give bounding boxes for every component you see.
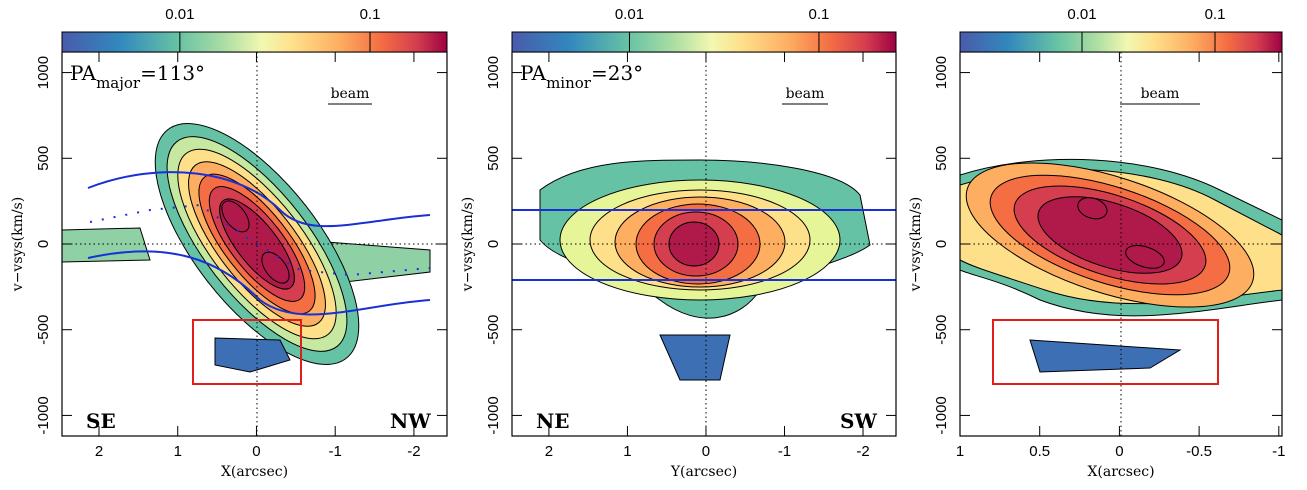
y-tick-label: 500 (35, 146, 52, 171)
x-tick-label: -2 (407, 443, 420, 460)
x-tick-label: 2 (545, 443, 553, 460)
y-axis-label: v−vsys(km/s) (460, 197, 476, 292)
colorbar-tick-label: 0.01 (165, 6, 194, 23)
beam-label: beam (331, 86, 370, 102)
y-tick-label: 0 (35, 240, 52, 248)
x-tick-label: -0.5 (1186, 443, 1212, 460)
y-tick-label: 500 (485, 146, 502, 171)
x-tick-label: 1 (623, 443, 631, 460)
pa-value: =113° (140, 61, 205, 85)
x-tick-label: 2 (95, 443, 103, 460)
colorbar-tick-label: 0.1 (809, 6, 830, 23)
pa-label: PAminor=23° (520, 61, 643, 92)
beam-label: beam (786, 86, 825, 102)
y-tick-label: 1000 (485, 56, 502, 89)
x-tick-label: -1 (329, 443, 342, 460)
y-tick-label: -500 (485, 315, 502, 345)
y-tick-label: 500 (933, 146, 950, 171)
colorbar-tick-label: 0.01 (615, 6, 644, 23)
y-tick-label: 1000 (933, 56, 950, 89)
pv-image (62, 52, 447, 436)
x-tick-label: 0 (252, 443, 260, 460)
x-tick-label: 0 (702, 443, 710, 460)
y-tick-label: -1000 (35, 396, 52, 434)
corner-label: SE (86, 409, 116, 433)
y-tick-label: 1000 (35, 56, 52, 89)
pa-label: PAmajor=113° (70, 61, 205, 92)
pa-sub: major (96, 74, 141, 92)
pv-image (512, 52, 896, 436)
y-axis-label: v−vsys(km/s) (10, 197, 26, 292)
x-tick-label: 0.5 (1029, 443, 1050, 460)
colorbar-tick-label: 0.01 (1067, 6, 1096, 23)
x-tick-label: -1 (1272, 443, 1285, 460)
beam-label: beam (1141, 86, 1180, 102)
y-tick-label: -1000 (485, 396, 502, 434)
x-tick-label: 1 (956, 443, 964, 460)
x-tick-label: 0 (1115, 443, 1123, 460)
x-tick-label: -1 (778, 443, 791, 460)
colorbar (511, 31, 897, 53)
y-tick-label: -500 (35, 315, 52, 345)
colorbar (959, 31, 1283, 53)
pa-value: =23° (591, 61, 643, 85)
x-axis-label: X(arcsec) (221, 464, 288, 480)
y-axis-label: v−vsys(km/s) (908, 197, 924, 292)
pa-sub: minor (546, 74, 592, 92)
x-axis-label: X(arcsec) (1087, 464, 1154, 480)
y-tick-label: 0 (485, 240, 502, 248)
corner-label: SW (840, 409, 877, 433)
y-tick-label: -500 (933, 315, 950, 345)
pa: PA (520, 61, 547, 85)
colorbar (61, 31, 448, 53)
pv-image (960, 52, 1282, 436)
x-tick-label: 1 (174, 443, 182, 460)
x-axis-label: Y(arcsec) (670, 464, 737, 480)
y-tick-label: -1000 (933, 396, 950, 434)
colorbar-tick-label: 0.1 (360, 6, 381, 23)
y-tick-label: 0 (933, 240, 950, 248)
colorbar-tick-label: 0.1 (1205, 6, 1226, 23)
x-tick-label: -2 (856, 443, 869, 460)
corner-label: NW (390, 409, 431, 433)
pa: PA (70, 61, 97, 85)
corner-label: NE (536, 409, 570, 433)
